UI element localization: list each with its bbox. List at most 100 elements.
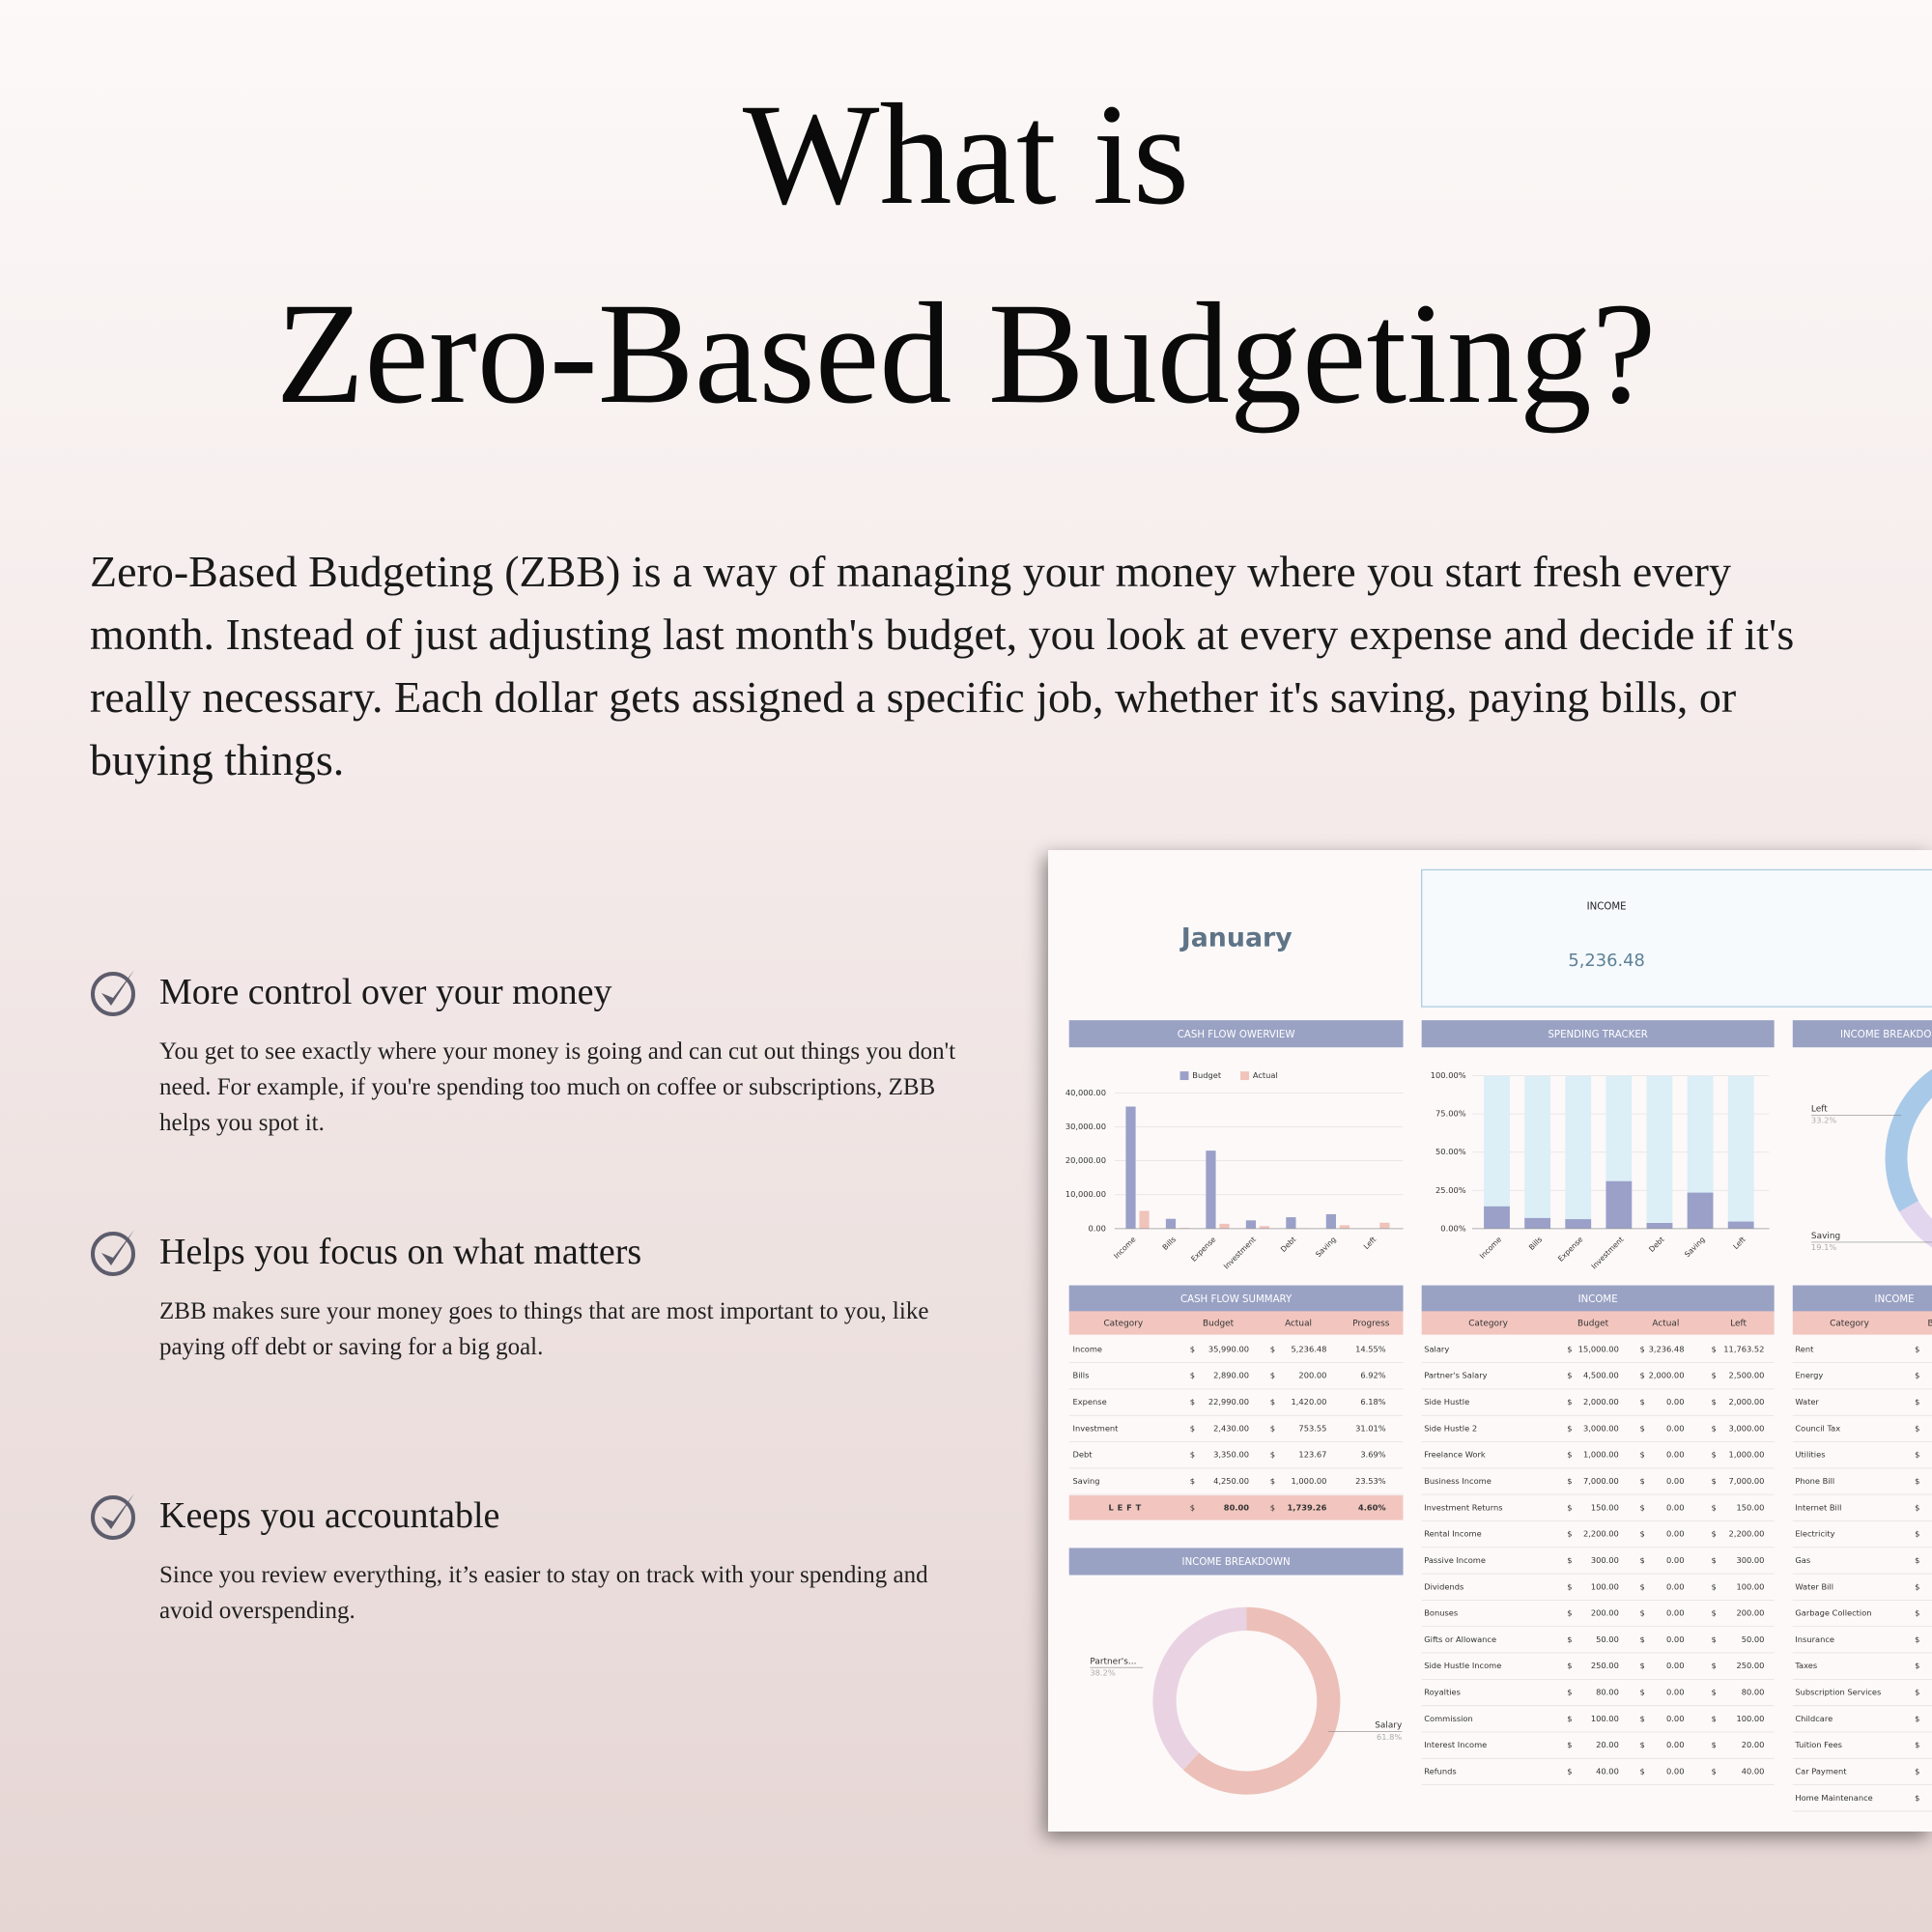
column-header-band	[1792, 1311, 1932, 1335]
table-cell: 300.00	[1591, 1555, 1619, 1565]
slice-label: Saving	[1811, 1232, 1840, 1241]
currency-sign: $	[1270, 1397, 1275, 1406]
currency-sign: $	[1712, 1581, 1717, 1591]
currency-sign: $	[1567, 1714, 1572, 1723]
table-cell: 250.00	[1591, 1661, 1619, 1670]
section-header	[1068, 1285, 1404, 1313]
title-line: What is	[742, 74, 1190, 235]
currency-sign: $	[1640, 1555, 1645, 1565]
table-cell: 20.00	[1742, 1740, 1765, 1749]
feature-text: ZBB makes sure your money goes to things…	[159, 1298, 929, 1360]
bar-track	[1727, 1075, 1754, 1229]
table-cell: 100.00	[1591, 1581, 1619, 1591]
currency-sign: $	[1640, 1634, 1645, 1644]
table-cell: 0.00	[1666, 1476, 1684, 1486]
total-cell: 1,739.26	[1288, 1502, 1327, 1512]
column-header: Left	[1730, 1320, 1747, 1329]
section-header-text: INCOME BREAKDOWN	[1182, 1557, 1291, 1568]
title-line: Zero-Based Budgeting?	[275, 273, 1657, 434]
table-cell: Insurance	[1795, 1634, 1834, 1644]
currency-sign: $	[1712, 1529, 1717, 1539]
table-cell: Side Hustle 2	[1424, 1423, 1477, 1433]
currency-sign: $	[1712, 1688, 1717, 1697]
table-cell: 0.00	[1666, 1661, 1684, 1670]
table-cell: Bills	[1073, 1371, 1090, 1380]
currency-sign: $	[1915, 1529, 1919, 1539]
table-cell: 80.00	[1742, 1688, 1765, 1697]
currency-sign: $	[1712, 1397, 1717, 1406]
table-cell: Partner's Salary	[1424, 1371, 1487, 1380]
table-cell: 1,000.00	[1729, 1450, 1765, 1460]
y-tick-label: 0.00%	[1440, 1223, 1465, 1233]
table-cell: 3,000.00	[1729, 1423, 1765, 1433]
y-tick-label: 20,000.00	[1065, 1155, 1106, 1165]
currency-sign: $	[1712, 1344, 1717, 1353]
table-cell: 5,236.48	[1292, 1344, 1327, 1353]
check-icon	[91, 1230, 135, 1276]
table-cell: 0.00	[1666, 1423, 1684, 1433]
table-cell: 2,500.00	[1729, 1371, 1765, 1380]
table-cell: Freelance Work	[1424, 1450, 1486, 1460]
currency-sign: $	[1640, 1766, 1645, 1776]
table-cell: 100.00	[1736, 1714, 1764, 1723]
income-card-value: 5,236.48	[1568, 951, 1645, 971]
table-cell: 6.92%	[1360, 1371, 1385, 1380]
table-cell: 40.00	[1742, 1766, 1765, 1776]
currency-sign: $	[1640, 1688, 1645, 1697]
check-icon	[91, 970, 135, 1016]
slice-value-label: 38.2%	[1090, 1667, 1115, 1677]
table-cell: Internet Bill	[1795, 1502, 1841, 1512]
table-cell: 200.00	[1736, 1608, 1764, 1618]
income-card	[1421, 868, 1932, 1008]
currency-sign: $	[1640, 1397, 1645, 1406]
bar	[1687, 1192, 1714, 1229]
table-cell: 200.00	[1591, 1608, 1619, 1618]
column-header-band	[1421, 1311, 1775, 1335]
column-header: Category	[1103, 1320, 1143, 1329]
currency-sign: $	[1712, 1555, 1717, 1565]
currency-sign: $	[1640, 1371, 1645, 1380]
table-cell: 2,000.00	[1583, 1397, 1619, 1406]
bar	[1206, 1151, 1216, 1229]
table-cell: Council Tax	[1795, 1423, 1840, 1433]
bar	[1646, 1223, 1673, 1229]
total-cell: 80.00	[1224, 1502, 1249, 1512]
bar	[1286, 1217, 1296, 1229]
table-cell: Energy	[1795, 1371, 1823, 1380]
column-header: Actual	[1652, 1320, 1679, 1329]
table-cell: Refunds	[1424, 1766, 1456, 1776]
bar	[1219, 1223, 1230, 1229]
section-header	[1421, 1285, 1775, 1313]
currency-sign: $	[1915, 1423, 1919, 1433]
bar	[1484, 1206, 1510, 1229]
bar-track	[1565, 1075, 1592, 1229]
y-tick-label: 100.00%	[1431, 1070, 1466, 1080]
currency-sign: $	[1640, 1529, 1645, 1539]
bar	[1259, 1226, 1270, 1229]
y-tick-label: 40,000.00	[1065, 1088, 1106, 1097]
currency-sign: $	[1567, 1766, 1572, 1776]
y-tick-label: 25.00%	[1435, 1185, 1466, 1195]
donut-slice	[1182, 1606, 1341, 1795]
table-cell: 0.00	[1666, 1714, 1684, 1723]
section-header	[1792, 1020, 1932, 1048]
month-title: January	[1179, 923, 1293, 952]
currency-sign: $	[1567, 1397, 1572, 1406]
table-cell: 31.01%	[1355, 1423, 1386, 1433]
column-header-band	[1068, 1311, 1404, 1335]
currency-sign: $	[1567, 1608, 1572, 1618]
column-header: Category	[1830, 1320, 1869, 1329]
slice-label: Left	[1811, 1105, 1828, 1115]
currency-sign: $	[1915, 1740, 1919, 1749]
table-cell: Saving	[1073, 1476, 1100, 1486]
currency-sign: $	[1712, 1608, 1717, 1618]
currency-sign: $	[1640, 1502, 1645, 1512]
table-cell: 3,236.48	[1649, 1344, 1685, 1353]
table-cell: 50.00	[1596, 1634, 1619, 1644]
donut-slice	[1152, 1606, 1247, 1771]
table-cell: 0.00	[1666, 1608, 1684, 1618]
table-cell: Home Maintenance	[1795, 1793, 1872, 1803]
section-header	[1068, 1548, 1404, 1576]
currency-sign: $	[1270, 1476, 1275, 1486]
table-cell: 0.00	[1666, 1766, 1684, 1776]
